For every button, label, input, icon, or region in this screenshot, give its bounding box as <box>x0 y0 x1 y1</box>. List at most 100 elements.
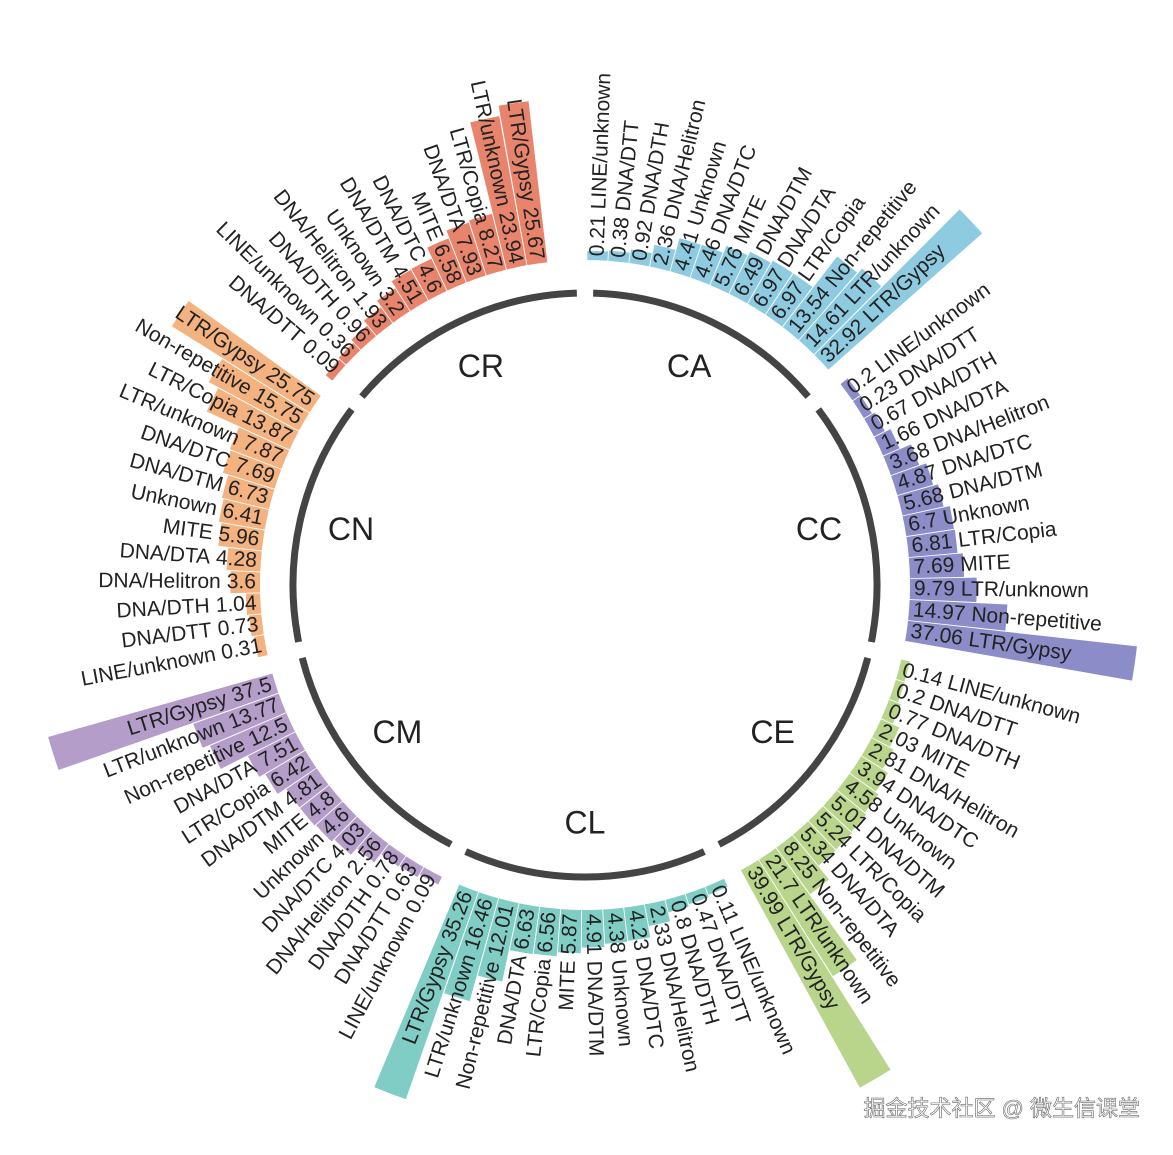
bar <box>477 898 519 982</box>
bar <box>905 620 1137 681</box>
bar-label: DNA/Helitron 3.6 <box>98 569 256 593</box>
value-label: 6.81 <box>910 529 953 557</box>
bar <box>690 244 723 285</box>
value-label: 3.6 <box>227 570 256 593</box>
bar <box>649 244 676 272</box>
value-label: 4.91 <box>582 914 606 955</box>
category-label: DNA/DTA <box>119 539 211 569</box>
bar <box>793 821 836 866</box>
bar <box>665 894 689 913</box>
category-label: DNA/Helitron <box>98 569 221 593</box>
bar <box>363 307 393 336</box>
group-label: CE <box>750 714 794 750</box>
bar <box>193 693 287 748</box>
bar-label: DNA/DTH 1.04 <box>116 591 258 622</box>
bar <box>908 599 1008 631</box>
bar <box>208 359 310 431</box>
bar <box>874 429 900 456</box>
bar <box>498 101 548 266</box>
bar <box>247 732 305 777</box>
value-label: 4.38 <box>603 912 629 955</box>
value-label: 0.21 <box>585 215 610 257</box>
bar <box>249 614 264 637</box>
group-ring <box>464 848 706 881</box>
bar <box>603 907 628 944</box>
bar <box>852 395 872 419</box>
bar <box>624 904 651 941</box>
bar <box>427 238 466 291</box>
bar-label: MITE 5.96 <box>162 514 261 550</box>
bar <box>608 250 630 263</box>
bar <box>338 342 361 365</box>
bar <box>300 785 343 826</box>
bar <box>226 547 262 572</box>
group-label: CA <box>667 348 712 384</box>
bar <box>221 475 275 510</box>
bar <box>765 273 813 327</box>
bar <box>399 856 424 878</box>
value-label: 6.7 <box>906 508 939 536</box>
bar <box>782 256 858 340</box>
category-label: DNA/DTM <box>583 961 608 1057</box>
bar <box>210 713 295 769</box>
group-ring <box>289 407 355 643</box>
bar <box>872 719 900 747</box>
bar <box>740 859 891 1088</box>
category-label: LTR/unknown <box>961 577 1089 602</box>
bar-label: 4.91 DNA/DTM <box>582 914 608 1057</box>
bar <box>808 806 852 850</box>
bar <box>840 378 861 401</box>
value-label: 9.79 <box>914 577 955 601</box>
group-ring <box>593 289 811 399</box>
group-ring <box>815 407 881 643</box>
bar <box>245 593 262 615</box>
bar <box>644 900 671 927</box>
category-label: DNA/DTH <box>116 594 210 622</box>
bar <box>883 444 920 476</box>
bar <box>334 816 372 855</box>
bar <box>218 523 265 551</box>
bar <box>747 260 793 315</box>
bar <box>861 738 894 769</box>
value-label: 4.28 <box>215 546 257 572</box>
value-label: 14.97 <box>912 598 966 625</box>
bar <box>896 659 910 682</box>
bar-label: 7.69 MITE <box>913 550 1011 578</box>
bar <box>391 269 428 311</box>
bar <box>381 844 406 867</box>
bar <box>629 249 652 267</box>
bar <box>316 801 357 842</box>
bar <box>685 887 709 905</box>
bar <box>759 848 857 977</box>
category-label: LINE/unknown <box>587 72 615 209</box>
group-ring <box>717 657 872 848</box>
bar <box>222 450 282 489</box>
bar <box>710 245 748 294</box>
bar <box>705 878 728 895</box>
bar <box>814 209 983 370</box>
group-label: CM <box>372 714 422 750</box>
bar <box>229 427 290 469</box>
bar <box>909 577 977 603</box>
group-label: CR <box>458 348 504 384</box>
group-label: CL <box>565 804 606 840</box>
bar <box>837 773 879 813</box>
bar <box>581 909 605 948</box>
bar <box>206 388 299 450</box>
bar <box>908 553 965 579</box>
value-label: 1.04 <box>215 591 257 616</box>
bar <box>470 116 527 270</box>
bar <box>446 222 486 283</box>
value-label: 0.73 <box>216 613 259 641</box>
category-label: Unknown <box>607 958 638 1047</box>
bar <box>776 835 830 895</box>
bar <box>265 750 317 794</box>
category-label: MITE <box>960 550 1011 576</box>
bar <box>906 529 958 558</box>
bar <box>670 238 701 278</box>
watermark: 掘金技术社区 @ 微生信课堂 <box>863 1096 1140 1121</box>
group-ring <box>359 289 577 399</box>
bar <box>729 251 771 304</box>
bar <box>171 301 321 413</box>
